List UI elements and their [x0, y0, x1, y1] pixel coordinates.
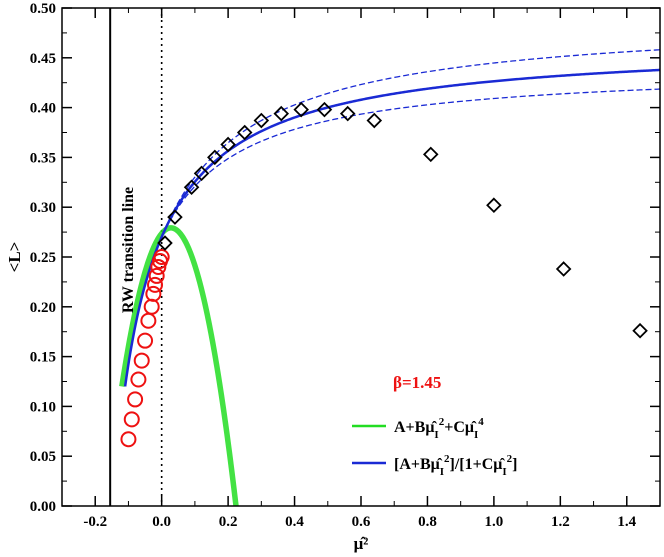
y-tick-label: 0.25: [30, 250, 56, 266]
y-tick-label: 0.15: [30, 350, 56, 366]
y-tick-label: 0.50: [30, 1, 56, 17]
x-tick-label: 0.8: [418, 514, 437, 530]
data-point-diamond: [555, 261, 572, 277]
data-point-diamond: [486, 197, 502, 213]
y-tick-label: 0.20: [30, 300, 56, 316]
data-point-circle: [123, 411, 140, 428]
y-tick-label: 0.05: [30, 449, 56, 465]
data-point-diamond: [293, 101, 309, 118]
fit-curves: [119, 49, 660, 506]
y-tick-label: 0.00: [30, 499, 56, 515]
fit-band-lower: [161, 88, 660, 238]
data-point-diamond: [167, 209, 183, 225]
tick-labels: -0.2 0.0 0.2 0.4 0.6 0.8 1.0 1.2 1.4 0.00 0.05 0.10…: [30, 1, 637, 530]
data-point-circle: [127, 391, 144, 408]
data-point-diamond: [193, 165, 210, 182]
x-tick-label: 1.2: [551, 514, 570, 530]
rw-transition-label: RW transition line: [120, 187, 137, 313]
data-point-diamond: [316, 101, 333, 118]
data-point-diamond: [207, 149, 223, 166]
beta-annotation: β=1.45: [393, 373, 441, 392]
data-point-diamond: [339, 105, 356, 122]
data-point-circle: [147, 276, 164, 293]
data-point-circle: [120, 431, 137, 448]
data-point-circle: [137, 332, 154, 349]
legend: A+Bμ̂I2+Cμ̂I4 [A+Bμ̂I2]/[1+Cμ̂I2]: [352, 416, 517, 478]
data-point-diamond: [157, 235, 173, 251]
data-points: [120, 101, 648, 448]
x-tick-label: 0.4: [285, 514, 304, 530]
x-tick-label: 0.2: [219, 514, 238, 530]
data-point-diamond: [366, 112, 383, 129]
data-point-circle: [153, 249, 170, 265]
x-tick-label: 1.0: [485, 514, 504, 530]
data-point-diamond: [183, 179, 200, 196]
y-tick-label: 0.45: [30, 51, 56, 67]
vertical-lines: [109, 8, 163, 506]
y-tick-label: 0.30: [30, 200, 56, 216]
legend-label-poly: A+Bμ̂I2+Cμ̂I4: [394, 416, 484, 441]
data-point-circle: [145, 285, 162, 302]
fit-curve-poly: [119, 225, 239, 506]
data-point-diamond: [236, 124, 253, 141]
y-tick-label: 0.10: [30, 399, 56, 415]
x-axis-label: μ̂²: [354, 534, 369, 553]
x-tick-label: -0.2: [83, 514, 107, 530]
fit-curve-pade: [123, 68, 660, 387]
data-point-circle: [133, 352, 150, 369]
data-point-circle: [150, 258, 167, 275]
data-point-diamond: [253, 112, 270, 129]
plot-frame: [61, 7, 661, 507]
data-point-diamond: [273, 105, 290, 122]
data-point-diamond: [220, 136, 236, 153]
y-tick-label: 0.40: [30, 101, 56, 117]
data-point-circle: [130, 371, 147, 388]
data-point-diamond: [632, 322, 648, 339]
x-tick-label: 0.6: [352, 514, 371, 530]
x-tick-label: 0.0: [152, 514, 171, 530]
y-tick-label: 0.35: [30, 150, 56, 166]
x-tick-label: 1.4: [617, 514, 636, 530]
data-point-circle: [148, 267, 165, 284]
data-point-diamond: [422, 146, 439, 163]
fit-band-upper: [161, 49, 660, 238]
y-axis-label: <L>: [5, 242, 24, 273]
legend-label-pade: [A+Bμ̂I2]/[1+Cμ̂I2]: [394, 453, 517, 478]
